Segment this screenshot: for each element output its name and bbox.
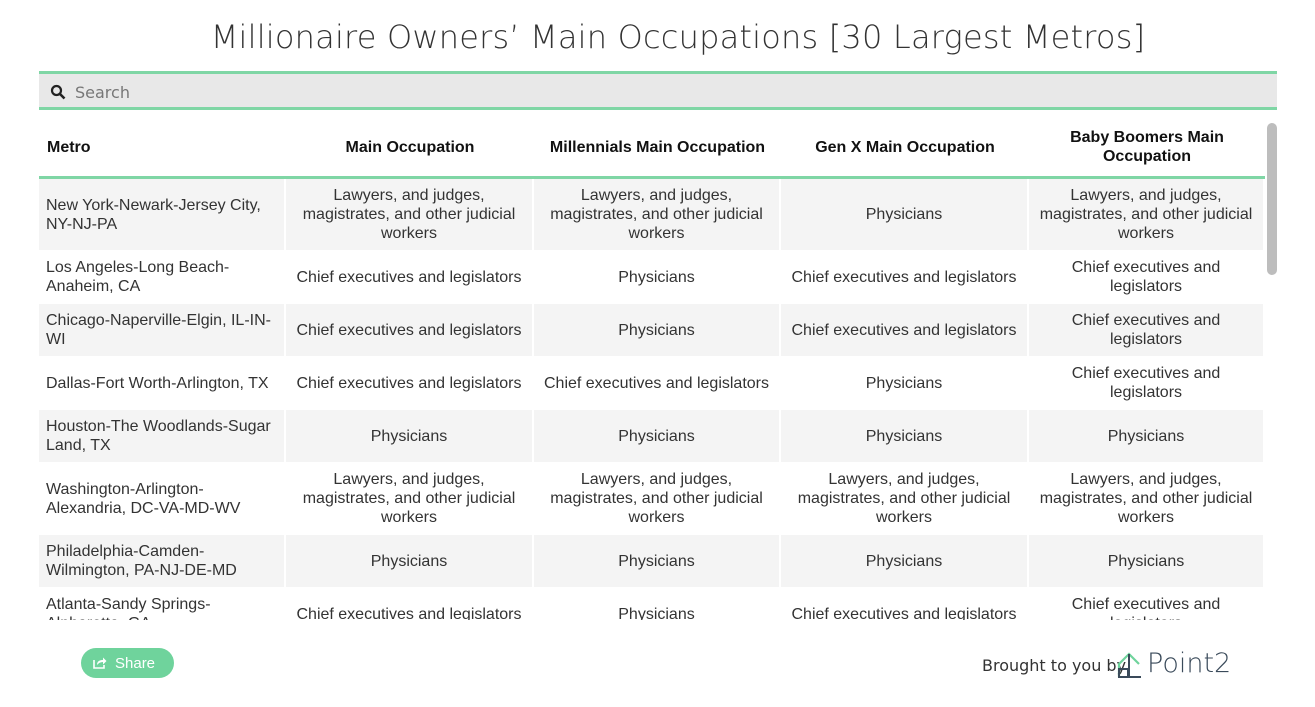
table-cell: Chief executives and legislators [781,588,1029,620]
column-header: Metro [39,118,286,179]
share-icon [93,657,107,669]
table-row: Washington-Arlington-Alexandria, DC-VA-M… [39,463,1265,535]
table-cell: Lawyers, and judges, magistrates, and ot… [1029,463,1265,535]
credit: Brought to you by [982,656,1127,675]
column-header: Millennials Main Occupation [534,118,781,179]
table-row: New York-Newark-Jersey City, NY-NJ-PA Law… [39,179,1265,251]
table-cell: Chicago-Naperville-Elgin, IL-IN-WI [39,304,286,357]
table-cell: Physicians [781,357,1029,410]
title: Millionaire Owners’ Main Occupations [30… [210,18,1146,56]
logo-text: Point2 [1147,648,1232,679]
table-cell: Physicians [781,535,1029,588]
table-cell: Houston-The Woodlands-Sugar Land, TX [39,410,286,463]
table-cell: Lawyers, and judges, magistrates, and ot… [534,179,781,251]
table-cell: Los Angeles-Long Beach-Anaheim, CA [39,251,286,304]
table-cell: Chief executives and legislators [286,357,534,410]
table-cell: Philadelphia-Camden-Wilmington, PA-NJ-DE… [39,535,286,588]
table-cell: Lawyers, and judges, magistrates, and ot… [286,463,534,535]
table-cell: Lawyers, and judges, magistrates, and ot… [1029,179,1265,251]
logo-icon [1117,652,1141,678]
table-container: Metro Main Occupation Millennials Main Occ… [39,118,1265,620]
share-button[interactable]: Share [81,648,174,678]
search-box[interactable]: Search [39,71,1277,110]
search-icon [50,84,66,100]
column-header: Gen X Main Occupation [781,118,1029,179]
table-row: Dallas-Fort Worth-Arlington, TX Chief exe… [39,357,1265,410]
table-cell: Physicians [286,410,534,463]
table-row: Chicago-Naperville-Elgin, IL-IN-WI Chief … [39,304,1265,357]
table-cell: New York-Newark-Jersey City, NY-NJ-PA [39,179,286,251]
table-row: Philadelphia-Camden-Wilmington, PA-NJ-DE… [39,535,1265,588]
table-cell: Chief executives and legislators [1029,251,1265,304]
table-cell: Chief executives and legislators [286,588,534,620]
table-cell: Physicians [534,588,781,620]
table-cell: Chief executives and legislators [1029,304,1265,357]
table-cell: Physicians [534,304,781,357]
table-cell: Lawyers, and judges, magistrates, and ot… [534,463,781,535]
table-cell: Physicians [286,535,534,588]
table-cell: Physicians [781,410,1029,463]
table-row: Los Angeles-Long Beach-Anaheim, CA Chief … [39,251,1265,304]
table-cell: Physicians [781,179,1029,251]
column-header: Main Occupation [286,118,534,179]
table-cell: Chief executives and legislators [1029,588,1265,620]
table-cell: Physicians [534,535,781,588]
table-row: Atlanta-Sandy Springs-Alpharetta, GAChie… [39,588,1265,620]
header-row: Metro Main Occupation Millennials Main Occ… [39,118,1265,179]
search-placeholder: Search [75,83,130,102]
table-cell: Physicians [534,251,781,304]
table-cell: Chief executives and legislators [781,304,1029,357]
table-cell: Dallas-Fort Worth-Arlington, TX [39,357,286,410]
table: Metro Main Occupation Millennials Main Occ… [39,118,1265,620]
table-cell: Chief executives and legislators [286,304,534,357]
table-cell: Chief executives and legislators [286,251,534,304]
table-cell: Physicians [534,410,781,463]
table-cell: Chief executives and legislators [781,251,1029,304]
table-cell: Physicians [1029,410,1265,463]
table-cell: Chief executives and legislators [1029,357,1265,410]
scrollbar[interactable] [1267,123,1277,275]
table-cell: Physicians [1029,535,1265,588]
table-cell: Lawyers, and judges, magistrates, and ot… [781,463,1029,535]
table-cell: Chief executives and legislators [534,357,781,410]
table-cell: Atlanta-Sandy Springs-Alpharetta, GA [39,588,286,620]
table-row: Houston-The Woodlands-Sugar Land, TX Phys… [39,410,1265,463]
table-cell: Lawyers, and judges, magistrates, and ot… [286,179,534,251]
share-label: Share [115,655,156,672]
table-cell: Washington-Arlington-Alexandria, DC-VA-M… [39,463,286,535]
column-header: Baby Boomers Main Occupation [1029,118,1265,179]
